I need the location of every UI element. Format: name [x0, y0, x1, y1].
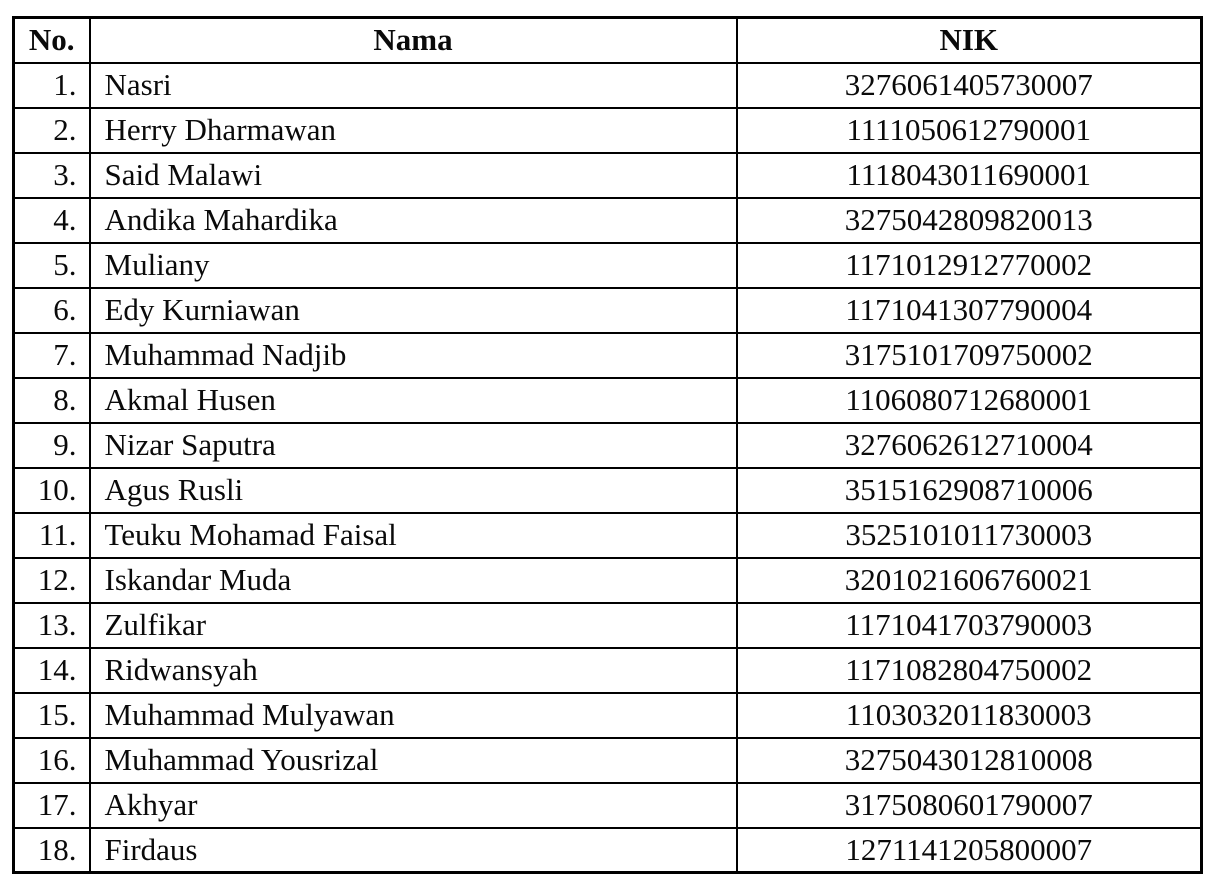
- table-row: 12. Iskandar Muda 3201021606760021: [12, 556, 1203, 604]
- row-no: 17.: [12, 781, 91, 829]
- row-no: 9.: [12, 421, 91, 469]
- table-row: 2. Herry Dharmawan 1111050612790001: [12, 106, 1203, 154]
- row-no: 2.: [12, 106, 91, 154]
- row-nama: Muhammad Yousrizal: [88, 736, 738, 784]
- table-row: 16. Muhammad Yousrizal 3275043012810008: [12, 736, 1203, 784]
- row-nama: Zulfikar: [88, 601, 738, 649]
- row-nik: 1171041307790004: [735, 286, 1203, 334]
- row-nik: 1271141205800007: [735, 826, 1203, 874]
- row-nama: Akhyar: [88, 781, 738, 829]
- row-nama: Andika Mahardika: [88, 196, 738, 244]
- row-nik: 3175101709750002: [735, 331, 1203, 379]
- row-nama: Nasri: [88, 61, 738, 109]
- table-row: 13. Zulfikar 1171041703790003: [12, 601, 1203, 649]
- row-nama: Said Malawi: [88, 151, 738, 199]
- row-nama: Muhammad Mulyawan: [88, 691, 738, 739]
- row-no: 7.: [12, 331, 91, 379]
- row-nik: 3276062612710004: [735, 421, 1203, 469]
- row-no: 13.: [12, 601, 91, 649]
- row-nik: 3515162908710006: [735, 466, 1203, 514]
- table-row: 17. Akhyar 3175080601790007: [12, 781, 1203, 829]
- row-no: 14.: [12, 646, 91, 694]
- table-row: 10. Agus Rusli 3515162908710006: [12, 466, 1203, 514]
- row-nama: Muliany: [88, 241, 738, 289]
- row-no: 6.: [12, 286, 91, 334]
- row-nik: 3175080601790007: [735, 781, 1203, 829]
- header-nama: Nama: [88, 16, 738, 64]
- table-row: 14. Ridwansyah 1171082804750002: [12, 646, 1203, 694]
- table-row: 6. Edy Kurniawan 1171041307790004: [12, 286, 1203, 334]
- row-no: 18.: [12, 826, 91, 874]
- header-no: No.: [12, 16, 91, 64]
- row-nama: Firdaus: [88, 826, 738, 874]
- row-nama: Akmal Husen: [88, 376, 738, 424]
- table-row: 8. Akmal Husen 1106080712680001: [12, 376, 1203, 424]
- table-row: 1. Nasri 3276061405730007: [12, 61, 1203, 109]
- table-row: 5. Muliany 1171012912770002: [12, 241, 1203, 289]
- table-row: 4. Andika Mahardika 3275042809820013: [12, 196, 1203, 244]
- row-nama: Teuku Mohamad Faisal: [88, 511, 738, 559]
- row-nik: 3275042809820013: [735, 196, 1203, 244]
- row-no: 16.: [12, 736, 91, 784]
- table-row: 7. Muhammad Nadjib 3175101709750002: [12, 331, 1203, 379]
- row-nama: Herry Dharmawan: [88, 106, 738, 154]
- row-nik: 1106080712680001: [735, 376, 1203, 424]
- row-nik: 1103032011830003: [735, 691, 1203, 739]
- row-nama: Muhammad Nadjib: [88, 331, 738, 379]
- row-nik: 1171082804750002: [735, 646, 1203, 694]
- row-nik: 1118043011690001: [735, 151, 1203, 199]
- row-nama: Ridwansyah: [88, 646, 738, 694]
- row-no: 1.: [12, 61, 91, 109]
- row-no: 12.: [12, 556, 91, 604]
- row-nama: Agus Rusli: [88, 466, 738, 514]
- row-no: 15.: [12, 691, 91, 739]
- row-no: 4.: [12, 196, 91, 244]
- row-nik: 1111050612790001: [735, 106, 1203, 154]
- table-header-row: No. Nama NIK: [12, 16, 1203, 64]
- row-no: 10.: [12, 466, 91, 514]
- row-nama: Nizar Saputra: [88, 421, 738, 469]
- row-no: 5.: [12, 241, 91, 289]
- header-nik: NIK: [735, 16, 1203, 64]
- table-row: 3. Said Malawi 1118043011690001: [12, 151, 1203, 199]
- row-nik: 3275043012810008: [735, 736, 1203, 784]
- row-no: 11.: [12, 511, 91, 559]
- table-row: 11. Teuku Mohamad Faisal 352510101173000…: [12, 511, 1203, 559]
- row-nik: 3276061405730007: [735, 61, 1203, 109]
- row-no: 8.: [12, 376, 91, 424]
- table-row: 18. Firdaus 1271141205800007: [12, 826, 1203, 874]
- row-nik: 3525101011730003: [735, 511, 1203, 559]
- table-row: 9. Nizar Saputra 3276062612710004: [12, 421, 1203, 469]
- row-nama: Iskandar Muda: [88, 556, 738, 604]
- table-row: 15. Muhammad Mulyawan 1103032011830003: [12, 691, 1203, 739]
- row-nik: 1171041703790003: [735, 601, 1203, 649]
- people-nik-table: No. Nama NIK 1. Nasri 3276061405730007 2…: [12, 16, 1203, 874]
- table-body: 1. Nasri 3276061405730007 2. Herry Dharm…: [12, 61, 1203, 874]
- row-nama: Edy Kurniawan: [88, 286, 738, 334]
- row-nik: 3201021606760021: [735, 556, 1203, 604]
- row-no: 3.: [12, 151, 91, 199]
- row-nik: 1171012912770002: [735, 241, 1203, 289]
